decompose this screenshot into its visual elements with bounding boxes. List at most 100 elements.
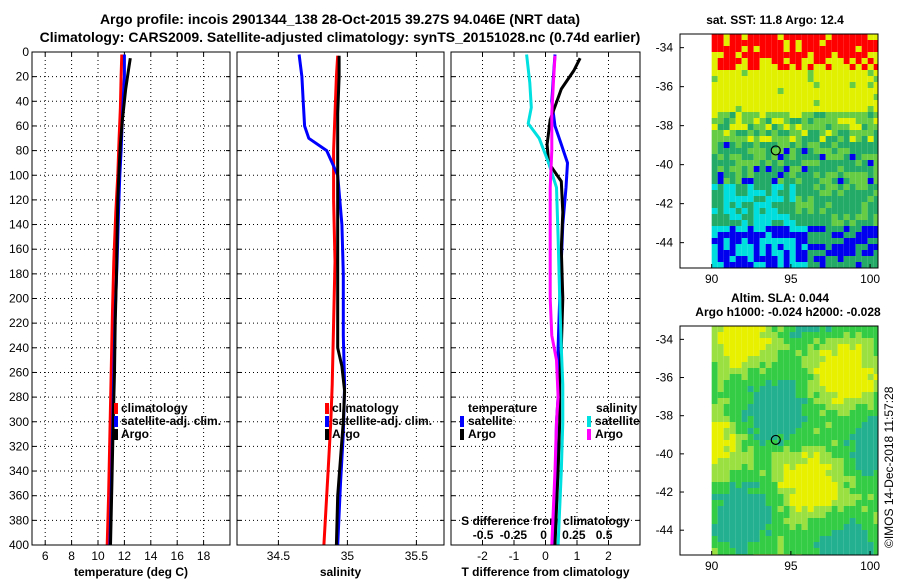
map-cell [717,368,724,374]
map-cell [819,392,826,398]
map-cell [777,190,784,196]
map-cell [717,82,724,88]
map-cell [765,500,772,506]
map-cell [801,46,808,52]
map-cell [861,344,868,350]
map-cell [777,40,784,46]
map-cell [783,232,790,238]
map-cell [789,422,796,428]
map-cell [855,434,862,440]
map-cell [795,344,802,350]
map-cell [717,220,724,226]
map-cell [801,524,808,530]
map-cell [825,518,832,524]
map-cell [873,350,878,356]
map-cell [831,410,838,416]
map-cell [831,100,838,106]
map-cell [849,350,856,356]
map-cell [837,536,844,542]
map-cell [723,208,730,214]
map-cell [801,250,808,256]
map-cell [765,256,772,262]
map-cell [789,464,796,470]
map-cell [759,262,766,268]
map-cell [867,488,874,494]
map-cell [717,332,724,338]
map-cell [867,530,874,536]
map-cell [807,172,814,178]
map-cell [765,482,772,488]
map-cell [819,214,826,220]
map-cell [717,410,724,416]
map-cell [729,220,736,226]
map-cell [849,536,856,542]
map-cell [813,530,820,536]
map-cell [861,524,868,530]
map-cell [789,250,796,256]
map-cell [831,40,838,46]
map-cell [867,52,874,58]
map-cell [789,142,796,148]
map-cell [753,542,760,548]
map-cell [825,70,832,76]
map-cell [723,214,730,220]
map-cell [759,232,766,238]
map-cell [717,458,724,464]
map-cell [777,410,784,416]
map-cell [777,202,784,208]
map-x-tick-label: 95 [784,272,798,286]
map-cell [825,112,832,118]
map-cell [831,446,838,452]
map-cell [849,160,856,166]
map-cell [789,82,796,88]
map-cell [747,100,754,106]
map-cell [843,214,850,220]
map-cell [801,208,808,214]
map-cell [855,374,862,380]
map-cell [711,148,718,154]
map-cell [867,202,874,208]
map-cell [783,542,790,548]
map-cell [861,256,868,262]
map-cell [759,398,766,404]
map-cell [777,386,784,392]
map-cell [729,34,736,40]
map-cell [753,262,760,268]
map-cell [837,142,844,148]
map-cell [849,76,856,82]
map-cell [747,208,754,214]
map-cell [771,500,778,506]
map-cell [849,548,856,554]
map-cell [825,64,832,70]
map-cell [873,256,878,262]
map-cell [849,46,856,52]
map-cell [873,34,878,40]
map-cell [873,238,878,244]
map-cell [831,452,838,458]
map-cell [753,422,760,428]
map-cell [813,220,820,226]
map-cell [747,506,754,512]
map-cell [729,326,736,332]
map-cell [825,220,832,226]
map-cell [855,350,862,356]
map-cell [831,82,838,88]
map-cell [717,464,724,470]
map-cell [789,58,796,64]
map-cell [723,106,730,112]
map-cell [777,76,784,82]
map-cell [753,160,760,166]
map-cell [735,256,742,262]
map-cell [765,118,772,124]
map-cell [717,94,724,100]
map-cell [741,148,748,154]
map-cell [873,518,878,524]
map-cell [783,434,790,440]
map-cell [831,392,838,398]
map-cell [813,82,820,88]
map-cell [795,124,802,130]
series-line-climatology [105,54,124,546]
map-cell [855,416,862,422]
map-cell [837,220,844,226]
map-cell [819,404,826,410]
